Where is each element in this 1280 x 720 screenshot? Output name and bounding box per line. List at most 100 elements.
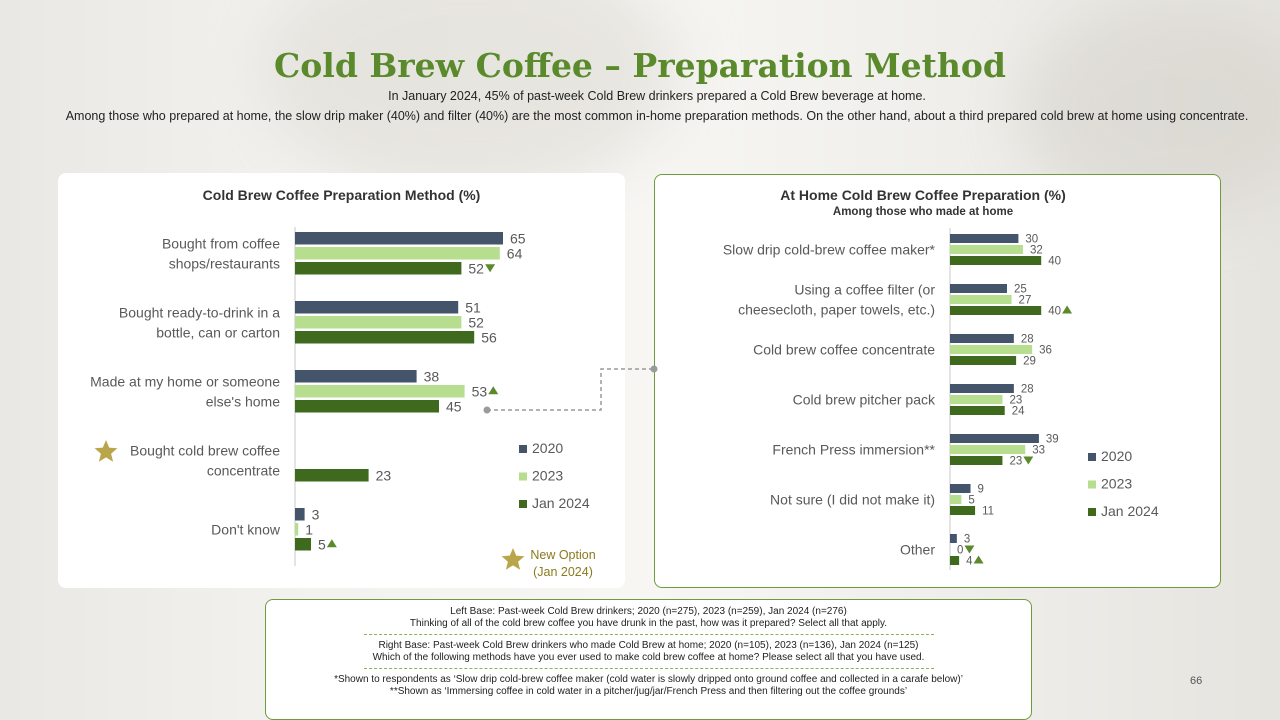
new-option-label: New Option xyxy=(530,548,595,562)
data-label: 39 xyxy=(1046,434,1059,446)
category-label: cheesecloth, paper towels, etc.) xyxy=(738,302,935,318)
bar-2023 xyxy=(295,523,299,536)
category-label: Cold brew pitcher pack xyxy=(793,392,936,408)
bar-jan-2024 xyxy=(950,256,1042,265)
category-label: Using a coffee filter (or xyxy=(794,282,935,298)
bar-2020 xyxy=(950,434,1039,443)
data-label: 9 xyxy=(978,484,984,496)
bar-2023 xyxy=(950,495,962,504)
legend-label: Jan 2024 xyxy=(532,495,590,511)
page-number: 66 xyxy=(1190,675,1203,687)
bar-2020 xyxy=(295,301,459,314)
right-chart-panel: At Home Cold Brew Coffee Preparation (%)… xyxy=(654,174,1221,588)
change-indicator-up-icon xyxy=(326,539,337,548)
data-label: 40 xyxy=(1048,306,1061,318)
data-label: 3 xyxy=(964,534,970,546)
connector-line xyxy=(487,368,654,411)
category-label: Other xyxy=(900,542,935,558)
footer-left-base: Left Base: Past-week Cold Brew drinkers;… xyxy=(450,606,847,617)
bar-jan-2024 xyxy=(950,306,1042,315)
data-label: 25 xyxy=(1014,284,1027,296)
bar-2023 xyxy=(950,245,1023,254)
legend-swatch xyxy=(1088,453,1096,461)
bar-2023 xyxy=(950,395,1003,404)
change-indicator-down-icon xyxy=(964,545,975,554)
legend-label: Jan 2024 xyxy=(1101,503,1159,519)
legend-label: 2023 xyxy=(532,468,563,484)
footer-right-question: Which of the following methods have you … xyxy=(372,652,925,663)
category-label: Bought from coffee xyxy=(162,235,280,251)
new-option-star-icon xyxy=(94,440,118,462)
data-label: 11 xyxy=(982,506,994,518)
bar-2020 xyxy=(950,284,1007,293)
footer-note-2: **Shown as ‘Immersing coffee in cold wat… xyxy=(389,686,908,697)
bar-jan-2024 xyxy=(950,506,976,515)
bar-jan-2024 xyxy=(950,356,1017,365)
right-chart-subtitle: Among those who made at home xyxy=(832,206,1014,218)
data-label: 0 xyxy=(957,545,963,557)
legend-swatch xyxy=(519,445,527,453)
data-label: 5 xyxy=(968,495,974,507)
bar-2020 xyxy=(950,534,957,543)
category-label: else's home xyxy=(206,393,280,409)
category-label: Made at my home or someone xyxy=(90,373,280,389)
data-label: 23 xyxy=(1009,456,1022,468)
category-label: Bought ready-to-drink in a xyxy=(119,304,280,320)
category-label: Bought cold brew coffee xyxy=(130,442,280,458)
data-label: 32 xyxy=(1030,245,1043,257)
page-title: Cold Brew Coffee – Preparation Method xyxy=(274,46,1006,85)
data-label: 52 xyxy=(468,314,484,330)
category-label: Cold brew coffee concentrate xyxy=(753,342,935,358)
bar-2020 xyxy=(950,234,1019,243)
data-label: 4 xyxy=(966,556,973,568)
data-label: 1 xyxy=(305,521,313,537)
footer-divider xyxy=(363,668,934,669)
data-label: 45 xyxy=(446,398,462,414)
legend-swatch xyxy=(519,472,527,481)
data-label: 5 xyxy=(318,536,326,552)
legend-label: 2020 xyxy=(532,440,563,456)
change-indicator-up-icon xyxy=(973,555,984,564)
data-label: 65 xyxy=(510,230,526,246)
bar-2020 xyxy=(295,508,305,521)
legend-swatch xyxy=(519,500,527,508)
data-label: 30 xyxy=(1025,234,1038,246)
data-label: 53 xyxy=(472,383,488,399)
legend-label: 2023 xyxy=(1101,476,1132,492)
bar-2023 xyxy=(950,445,1026,454)
bar-jan-2024 xyxy=(295,262,462,275)
bar-2020 xyxy=(950,384,1014,393)
data-label: 40 xyxy=(1048,256,1061,268)
left-chart-title: Cold Brew Coffee Preparation Method (%) xyxy=(202,187,481,203)
category-label: French Press immersion** xyxy=(772,442,935,458)
data-label: 51 xyxy=(465,299,481,315)
bar-2023 xyxy=(295,316,462,329)
bar-jan-2024 xyxy=(950,456,1003,465)
data-label: 64 xyxy=(507,245,523,261)
new-option-star-icon xyxy=(501,548,525,570)
bar-2020 xyxy=(295,232,503,245)
data-label: 33 xyxy=(1032,445,1045,457)
category-label: concentrate xyxy=(207,462,280,478)
bar-2020 xyxy=(950,334,1014,343)
data-label: 23 xyxy=(1009,395,1022,407)
footer-divider xyxy=(363,634,934,635)
change-indicator-up-icon xyxy=(1062,305,1073,314)
bar-jan-2024 xyxy=(295,400,439,413)
bar-2023 xyxy=(295,385,465,398)
data-label: 29 xyxy=(1023,356,1036,368)
data-label: 23 xyxy=(376,467,392,483)
data-label: 52 xyxy=(468,260,484,276)
bar-jan-2024 xyxy=(950,406,1005,415)
footer-notes: Left Base: Past-week Cold Brew drinkers;… xyxy=(265,599,1032,720)
data-label: 36 xyxy=(1039,345,1052,357)
category-label: shops/restaurants xyxy=(169,255,280,271)
category-label: Not sure (I did not make it) xyxy=(770,492,935,508)
change-indicator-down-icon xyxy=(1023,456,1034,465)
data-label: 24 xyxy=(1012,406,1025,418)
footer-note-1: *Shown to respondents as ‘Slow drip cold… xyxy=(334,674,963,685)
bar-2023 xyxy=(950,345,1033,354)
bar-jan-2024 xyxy=(295,331,475,344)
footer-right-base: Right Base: Past-week Cold Brew drinkers… xyxy=(378,640,919,651)
